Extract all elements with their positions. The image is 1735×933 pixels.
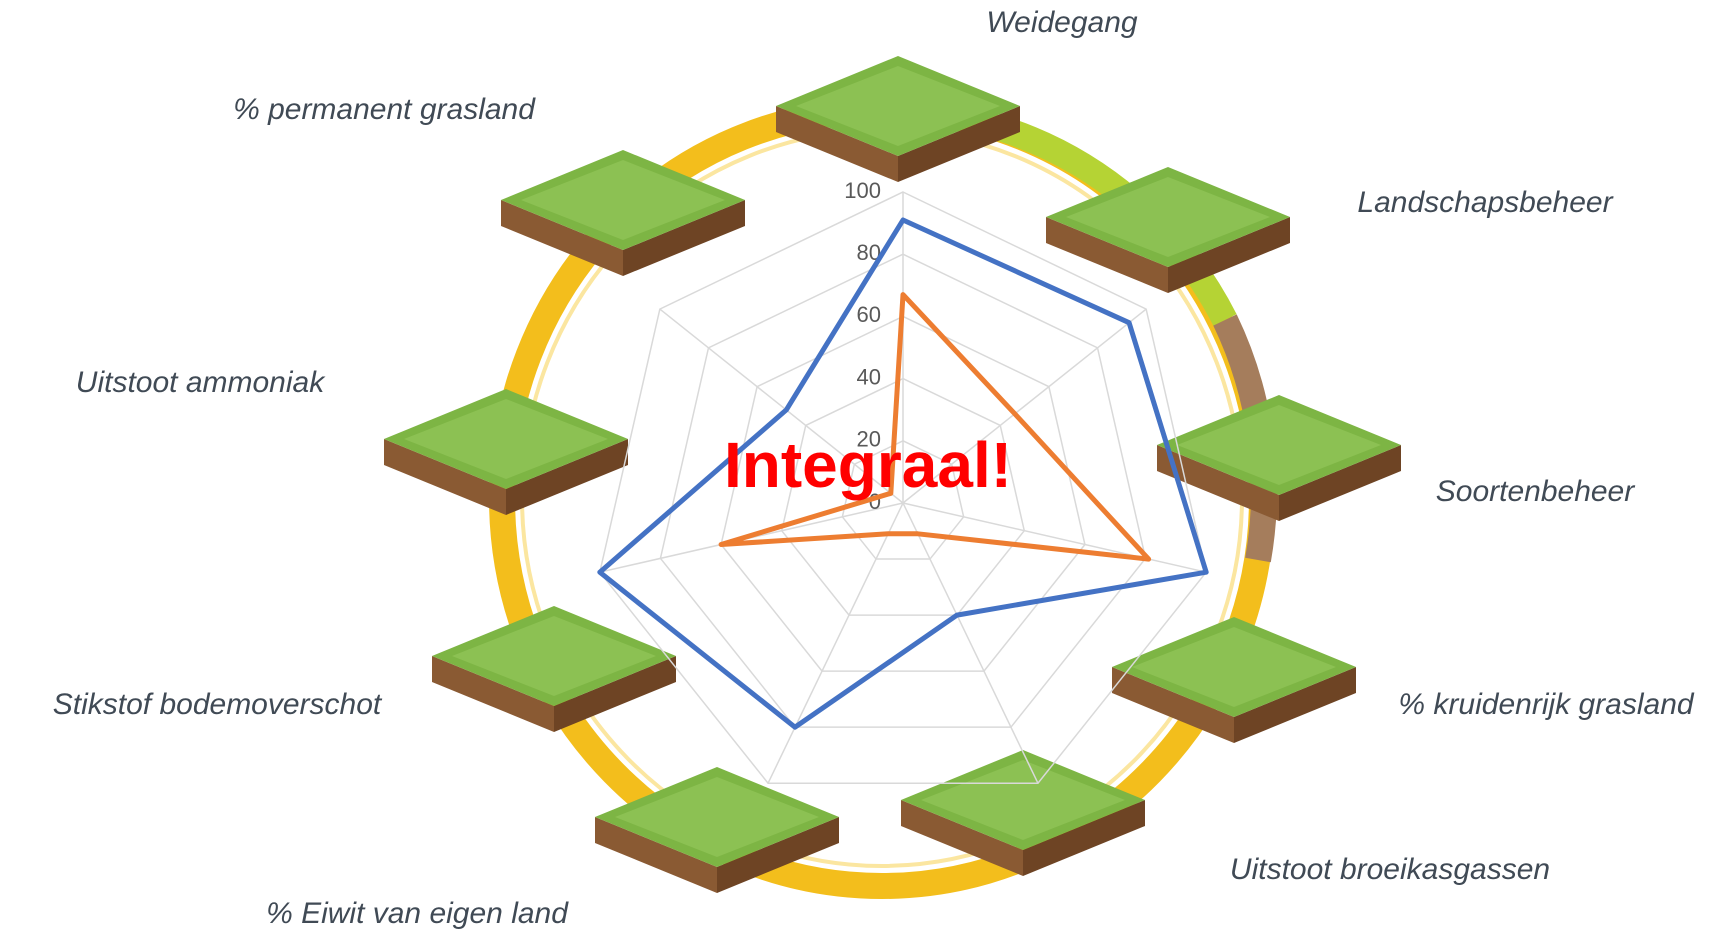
- spoke: [767, 502, 904, 784]
- tile-side: [623, 200, 745, 276]
- tile-side: [1046, 217, 1168, 293]
- y-tick-label: 40: [857, 364, 881, 389]
- tile-side: [1279, 445, 1401, 521]
- y-tick-label: 60: [857, 302, 881, 327]
- tile-side: [1112, 667, 1234, 743]
- grid-line: [598, 191, 1208, 784]
- spoke: [659, 308, 904, 504]
- tile-side: [901, 800, 1023, 876]
- tile-side: [776, 106, 898, 182]
- grid-line: [841, 439, 965, 560]
- grid-line: [780, 377, 1026, 616]
- tile-grass: [404, 399, 608, 479]
- ring-label: Stikstof bodemoverschot: [53, 688, 383, 721]
- tile-side: [554, 656, 676, 732]
- ring-label: Weidegang: [986, 6, 1138, 39]
- tile-side: [1023, 800, 1145, 876]
- tile-side: [432, 656, 554, 732]
- ring-label: Uitstoot broeikasgassen: [1230, 853, 1550, 886]
- spoke: [902, 502, 1207, 573]
- grid-line: [720, 315, 1086, 672]
- y-tick-label: 20: [857, 427, 881, 452]
- tile-grass: [921, 760, 1125, 840]
- grid-line: [659, 253, 1147, 728]
- tile-grass: [796, 66, 1000, 146]
- tile-grass: [452, 616, 656, 696]
- ring-label: % permanent grasland: [233, 93, 536, 126]
- y-tick-label: 100: [844, 178, 881, 203]
- annotation: Integraal!: [724, 429, 1012, 501]
- tile-side: [384, 439, 506, 515]
- tile-side: [1157, 445, 1279, 521]
- tile-side: [717, 817, 839, 893]
- series-line: [597, 217, 1209, 730]
- ring-label: Soortenbeheer: [1436, 475, 1635, 508]
- tile-grass: [1066, 177, 1270, 257]
- tile-side: [1234, 667, 1356, 743]
- tile-grass: [1132, 627, 1336, 707]
- tile-side: [1168, 217, 1290, 293]
- tile-grass: [615, 777, 819, 857]
- tile-side: [898, 106, 1020, 182]
- spoke: [902, 308, 1147, 504]
- ring-label: Landschapsbeheer: [1357, 186, 1613, 219]
- ring-label: % Eiwit van eigen land: [266, 897, 569, 930]
- ring-label: % kruidenrijk grasland: [1398, 688, 1694, 721]
- ring-label: Uitstoot ammoniak: [76, 366, 326, 399]
- tile-grass: [1177, 405, 1381, 485]
- tile-side: [501, 200, 623, 276]
- tile-side: [595, 817, 717, 893]
- tile-side: [506, 439, 628, 515]
- tile-grass: [521, 160, 725, 240]
- series-line: [718, 292, 1152, 562]
- spoke: [902, 502, 1039, 784]
